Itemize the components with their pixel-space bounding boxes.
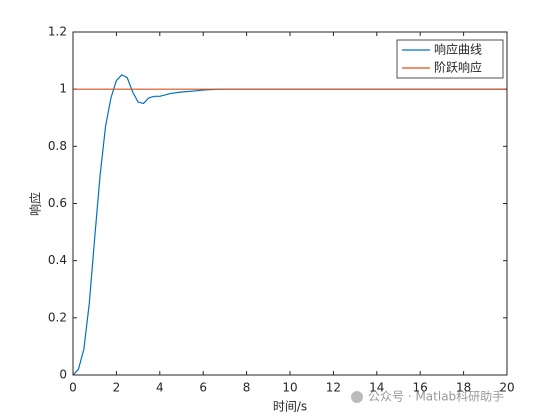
watermark-icon [351, 391, 363, 403]
y-tick-label: 1 [59, 82, 67, 96]
x-tick-label: 0 [69, 381, 77, 395]
x-tick-label: 8 [243, 381, 251, 395]
x-tick-label: 20 [499, 381, 514, 395]
x-tick-label: 16 [413, 381, 428, 395]
y-tick-label: 0 [59, 368, 67, 382]
x-tick-label: 4 [156, 381, 164, 395]
y-axis-label: 响应 [28, 192, 43, 216]
x-tick-label: 18 [456, 381, 471, 395]
y-tick-label: 1.2 [48, 25, 67, 39]
watermark: 公众号 · Matlab科研助手 [351, 390, 504, 404]
watermark-text: 公众号 · Matlab科研助手 [368, 390, 504, 404]
y-tick-label: 0.6 [48, 196, 67, 210]
legend-label: 响应曲线 [434, 42, 482, 57]
x-tick-label: 2 [113, 381, 121, 395]
legend-box [396, 39, 504, 79]
x-tick-label: 14 [369, 381, 384, 395]
plot-frame [72, 31, 508, 376]
x-tick-label: 6 [199, 381, 207, 395]
x-tick-label: 10 [282, 381, 297, 395]
x-axis-label: 时间/s [273, 400, 307, 414]
y-tick-label: 0.8 [48, 139, 67, 153]
y-tick-label: 0.4 [48, 253, 67, 267]
x-tick-label: 12 [326, 381, 341, 395]
legend-label: 阶跃响应 [434, 60, 482, 75]
y-tick-label: 0.2 [48, 310, 67, 324]
